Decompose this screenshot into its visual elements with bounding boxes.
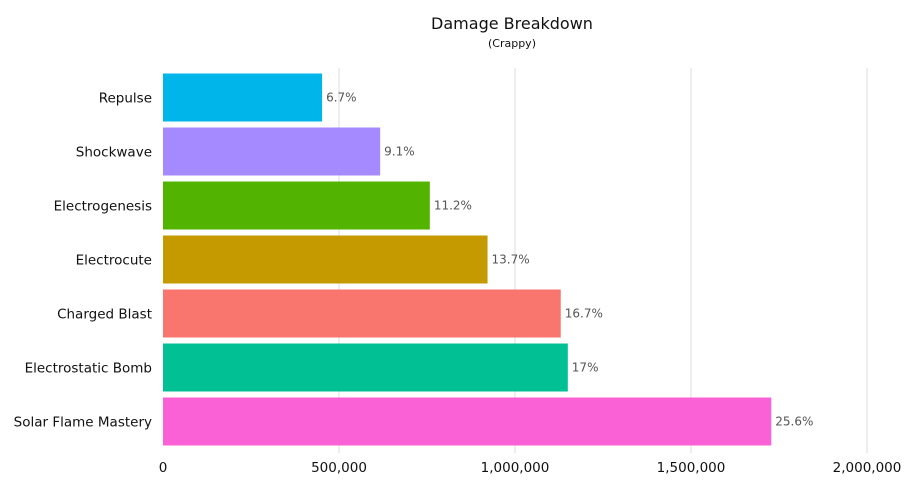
category-label: Electrostatic Bomb xyxy=(25,361,152,377)
bar-value-label: 9.1% xyxy=(384,145,415,159)
data-labels: 6.7% 9.1% 11.2% 13.7% 16.7% 17% 25.6% xyxy=(326,91,813,429)
chart-title: Damage Breakdown xyxy=(431,14,593,33)
bar-value-label: 25.6% xyxy=(775,415,813,429)
bar-electrostatic-bomb xyxy=(163,343,568,392)
bars xyxy=(163,73,772,446)
bar-value-label: 16.7% xyxy=(565,307,603,321)
category-label: Repulse xyxy=(99,91,152,107)
category-labels: Repulse Shockwave Electrogenesis Electrocut… xyxy=(14,91,152,431)
x-tick-label: 1,500,000 xyxy=(657,460,726,476)
bar-charged-blast xyxy=(163,289,561,338)
bar-shockwave xyxy=(163,127,381,176)
x-tick-label: 1,000,000 xyxy=(481,460,550,476)
category-label: Electrocute xyxy=(76,253,152,269)
x-tick-label: 2,000,000 xyxy=(833,460,902,476)
x-axis-ticks: 0 500,000 1,000,000 1,500,000 2,000,000 xyxy=(159,460,902,476)
bar-solar-flame-mastery xyxy=(163,397,772,446)
bar-repulse xyxy=(163,73,323,122)
category-label: Electrogenesis xyxy=(54,199,152,215)
x-tick-label: 0 xyxy=(159,460,168,476)
bar-value-label: 13.7% xyxy=(492,253,530,267)
bar-electrogenesis xyxy=(163,181,430,230)
bar-electrocute xyxy=(163,235,488,284)
category-label: Solar Flame Mastery xyxy=(14,415,152,431)
category-label: Charged Blast xyxy=(57,307,152,323)
bar-value-label: 6.7% xyxy=(326,91,357,105)
chart-subtitle: (Crappy) xyxy=(488,37,536,50)
bar-value-label: 17% xyxy=(572,361,599,375)
category-label: Shockwave xyxy=(76,145,152,161)
x-tick-label: 500,000 xyxy=(311,460,367,476)
bar-value-label: 11.2% xyxy=(434,199,472,213)
